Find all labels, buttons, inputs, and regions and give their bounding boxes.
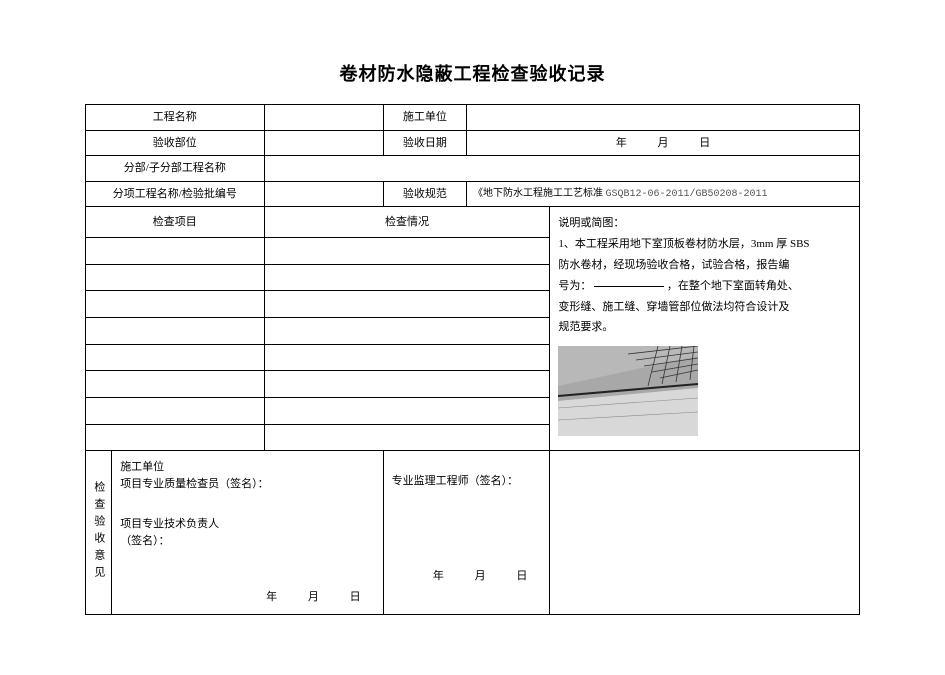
check-status-row [264,371,550,398]
date-day-label: 日 [699,137,710,149]
check-item-row [86,264,265,291]
tech-signature-label2: （签名）： [120,533,374,550]
check-item-row [86,371,265,398]
check-status-row [264,264,550,291]
accept-date-value: 年 月 日 [467,130,860,156]
item-project-value [264,181,383,207]
accept-part-value [264,130,383,156]
constructor-label: 施工单位 [383,105,466,131]
site-photo [558,346,698,436]
page-title: 卷材防水隐蔽工程检查验收记录 [85,60,860,86]
date-month-label: 月 [475,570,486,582]
desc-title: 说明或简图： [558,213,851,234]
date-day-label: 日 [516,570,527,582]
check-status-row [264,424,550,451]
spec-code: GSQB12-06-2011/GB50208-2011 [606,189,768,200]
desc-line1d: ，在整个地下室面转角处、 [667,280,799,292]
check-status-header: 检查情况 [264,207,550,238]
sub-project-value [264,156,859,182]
desc-line1b: 防水卷材，经现场验收合格，试验合格，报告编 [558,255,851,276]
constructor-date: 年 月 日 [120,549,374,606]
date-month-label: 月 [658,137,669,149]
accept-date-label: 验收日期 [383,130,466,156]
qc-signature-label: 项目专业质量检查员（签名）： [120,476,374,493]
date-year-label: 年 [433,570,444,582]
date-year-label: 年 [616,137,627,149]
desc-line1f: 规范要求。 [558,317,851,338]
description-cell: 说明或简图： 1、本工程采用地下室顶板卷材防水层，3mm 厚 SBS 防水卷材，… [550,207,860,451]
check-status-row [264,344,550,371]
desc-line1e: 变形缝、施工缝、穿墙管部位做法均符合设计及 [558,297,851,318]
supervisor-signature-block: 专业监理工程师（签名）： 年 月 日 [383,451,550,615]
check-item-row [86,237,265,264]
desc-line1c-wrap: 号为： ，在整个地下室面转角处、 [558,276,851,297]
item-project-label: 分项工程名称/检验批编号 [86,181,265,207]
constructor-header: 施工单位 [120,459,374,476]
check-item-row [86,344,265,371]
check-item-row [86,424,265,451]
project-name-label: 工程名称 [86,105,265,131]
check-status-row [264,397,550,424]
check-item-row [86,291,265,318]
check-status-row [264,317,550,344]
check-status-row [264,237,550,264]
tech-signature-label: 项目专业技术负责人 [120,516,374,533]
date-month-label: 月 [308,591,319,603]
sub-project-label: 分部/子分部工程名称 [86,156,265,182]
supervisor-signature-label: 专业监理工程师（签名）： [392,473,542,490]
blank-underline [594,286,664,287]
date-day-label: 日 [350,591,361,603]
accept-part-label: 验收部位 [86,130,265,156]
record-table: 工程名称 施工单位 验收部位 验收日期 年 月 日 分部/子分部工程名称 分项工… [85,104,860,615]
constructor-signature-block: 施工单位 项目专业质量检查员（签名）： 项目专业技术负责人 （签名）： 年 月 … [112,451,383,615]
opinion-vertical-label: 检查验收意见 [86,451,112,615]
check-item-header: 检查项目 [86,207,265,238]
opinion-right-cell [550,451,860,615]
spec-prefix: 《地下防水工程施工工艺标准 [473,188,603,199]
desc-line1c: 号为： [558,280,591,292]
spec-label: 验收规范 [383,181,466,207]
check-item-row [86,397,265,424]
spec-value: 《地下防水工程施工工艺标准 GSQB12-06-2011/GB50208-201… [467,181,860,207]
check-item-row [86,317,265,344]
project-name-value [264,105,383,131]
date-year-label: 年 [266,591,277,603]
supervisor-date: 年 月 日 [392,490,542,585]
desc-line1a: 1、本工程采用地下室顶板卷材防水层，3mm 厚 SBS [558,234,851,255]
check-status-row [264,291,550,318]
constructor-value [467,105,860,131]
